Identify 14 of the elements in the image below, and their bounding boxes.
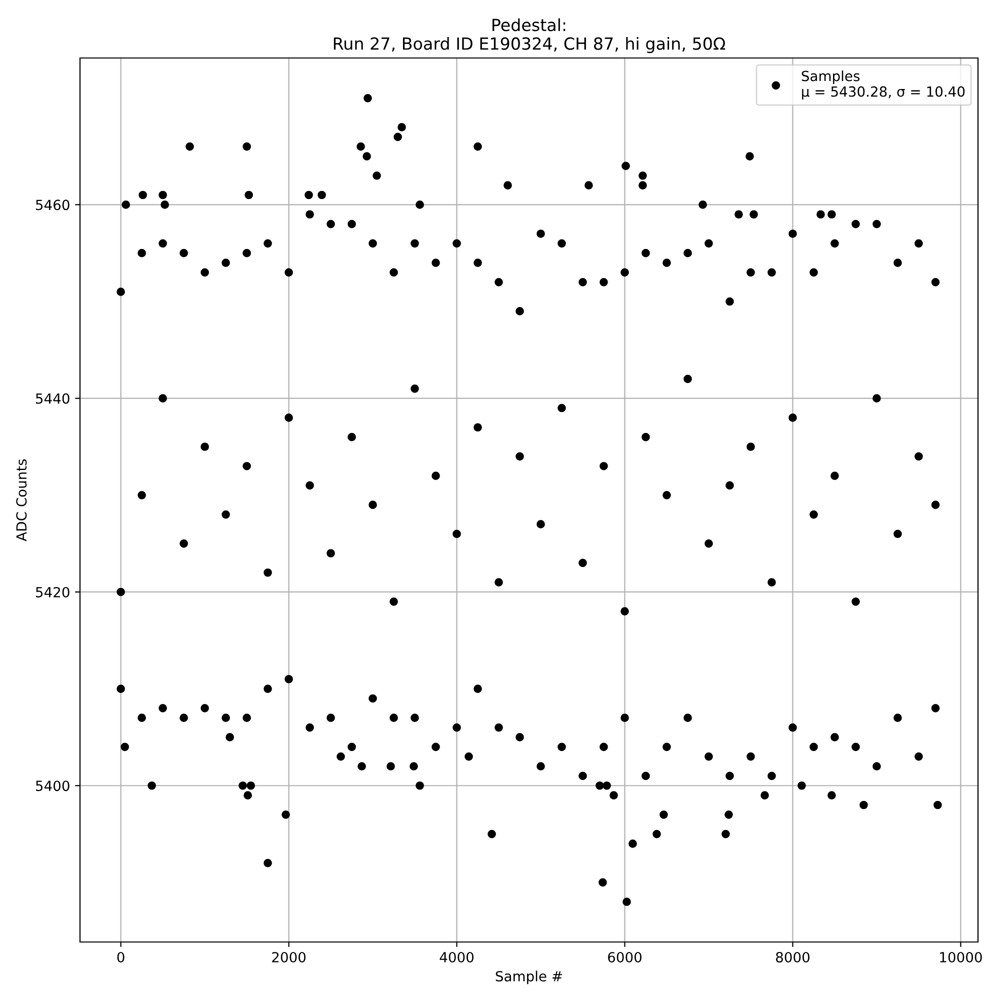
x-tick-label: 2000 — [272, 952, 306, 962]
y-tick-label: 5420 — [36, 586, 70, 598]
y-axis-title: ADC Counts — [16, 459, 27, 542]
chart-title: Pedestal: Run 27, Board ID E190324, CH 87, hi gain, 50Ω — [334, 18, 726, 54]
y-tick-label: 5460 — [36, 200, 70, 210]
x-tick-label: 10000 — [940, 952, 982, 962]
y-tick-label: 5440 — [36, 393, 70, 404]
x-tick-label: 8000 — [776, 952, 810, 962]
x-tick-label: 6000 — [608, 952, 642, 962]
x-axis-title: Sample # — [496, 970, 562, 984]
x-tick-label: 4000 — [440, 952, 474, 962]
x-tick-label: 0 — [117, 952, 124, 962]
legend-label: Samples μ = 5430.28, σ = 10.40 — [802, 70, 965, 100]
y-tick-label: 5400 — [36, 780, 70, 792]
